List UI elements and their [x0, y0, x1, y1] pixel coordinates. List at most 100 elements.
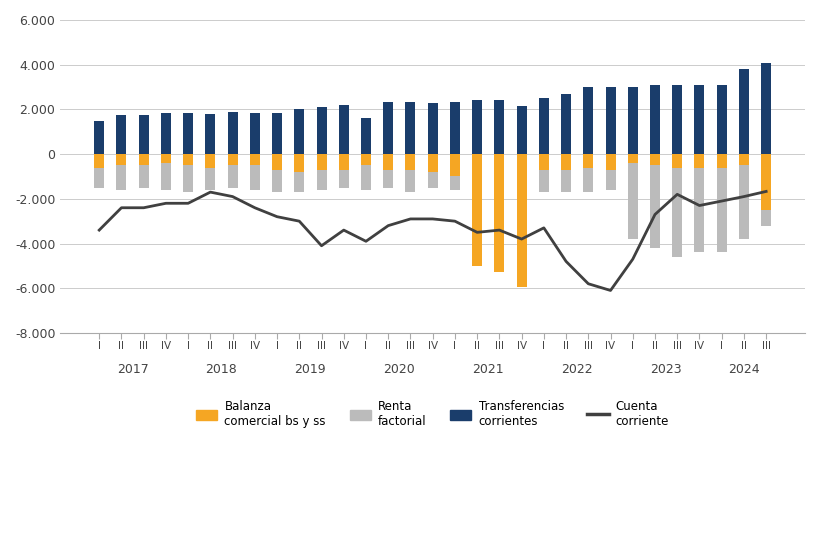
Bar [228, 112, 238, 154]
Bar [228, 154, 238, 166]
Bar [250, 154, 260, 190]
Bar [338, 154, 348, 170]
Bar [760, 154, 770, 210]
Bar [494, 154, 504, 192]
Bar [716, 154, 726, 252]
Bar [338, 105, 348, 154]
Cuenta corriente [405, 216, 415, 222]
Bar [94, 154, 104, 188]
Bar [428, 103, 437, 154]
Bar [316, 154, 326, 170]
Bar [294, 154, 304, 172]
Bar [604, 154, 615, 170]
Cuenta corriente [228, 193, 238, 200]
Bar [405, 154, 415, 192]
Bar [116, 154, 126, 166]
Cuenta corriente [382, 222, 392, 229]
Cuenta corriente [294, 218, 304, 224]
Bar [116, 154, 126, 190]
Bar [316, 107, 326, 154]
Bar [138, 154, 148, 188]
Bar [516, 106, 526, 154]
Bar [338, 154, 348, 188]
Bar [516, 154, 526, 190]
Bar [205, 114, 215, 154]
Bar [738, 154, 748, 166]
Cuenta corriente [672, 191, 681, 197]
Bar [649, 154, 659, 248]
Cuenta corriente [538, 224, 548, 231]
Bar [716, 85, 726, 154]
Cuenta corriente [516, 236, 526, 243]
Cuenta corriente [450, 218, 459, 224]
Bar [582, 154, 593, 192]
Bar [672, 154, 681, 257]
Cuenta corriente [605, 287, 615, 294]
Bar [360, 118, 370, 154]
Cuenta corriente [94, 227, 104, 233]
Cuenta corriente [472, 229, 482, 235]
Text: 2018: 2018 [206, 364, 237, 377]
Cuenta corriente [627, 256, 637, 262]
Bar [450, 154, 459, 190]
Bar [538, 98, 548, 154]
Bar [649, 85, 659, 154]
Bar [161, 154, 170, 163]
Bar [183, 154, 193, 192]
Bar [183, 154, 193, 166]
Bar [360, 154, 370, 190]
Text: 2017: 2017 [116, 364, 148, 377]
Bar [405, 102, 415, 154]
Bar [161, 113, 170, 154]
Bar [627, 154, 637, 163]
Bar [560, 94, 570, 154]
Bar [428, 154, 437, 188]
Cuenta corriente [161, 200, 170, 207]
Bar [472, 101, 482, 154]
Cuenta corriente [494, 227, 504, 233]
Bar [538, 154, 548, 170]
Cuenta corriente [738, 193, 748, 200]
Bar [428, 154, 437, 172]
Cuenta corriente [116, 205, 126, 211]
Cuenta corriente [360, 238, 370, 245]
Text: 2020: 2020 [383, 364, 414, 377]
Bar [382, 154, 393, 188]
Bar [538, 154, 548, 192]
Bar [672, 85, 681, 154]
Legend: Balanza
comercial bs y ss, Renta
factorial, Transferencias
corrientes, Cuenta
co: Balanza comercial bs y ss, Renta factori… [191, 395, 673, 433]
Bar [382, 154, 393, 170]
Bar [250, 154, 260, 166]
Bar [694, 85, 704, 154]
Bar [494, 101, 504, 154]
Bar [360, 154, 370, 166]
Bar [138, 115, 148, 154]
Bar [582, 154, 593, 168]
Cuenta corriente [582, 280, 592, 287]
Text: 2021: 2021 [472, 364, 504, 377]
Cuenta corriente [716, 198, 726, 205]
Bar [760, 154, 770, 226]
Text: 2019: 2019 [294, 364, 326, 377]
Bar [627, 154, 637, 239]
Bar [760, 63, 770, 154]
Bar [228, 154, 238, 188]
Cuenta corriente [649, 211, 659, 218]
Bar [694, 154, 704, 168]
Cuenta corriente [694, 202, 704, 209]
Text: 2023: 2023 [649, 364, 681, 377]
Bar [138, 154, 148, 166]
Bar [450, 102, 459, 154]
Bar [472, 154, 482, 266]
Bar [716, 154, 726, 168]
Bar [205, 154, 215, 168]
Bar [272, 154, 282, 170]
Text: 2024: 2024 [727, 364, 759, 377]
Bar [560, 154, 570, 192]
Bar [604, 154, 615, 190]
Bar [649, 154, 659, 166]
Bar [161, 154, 170, 190]
Cuenta corriente [206, 189, 215, 195]
Cuenta corriente [272, 213, 282, 220]
Text: 2022: 2022 [561, 364, 592, 377]
